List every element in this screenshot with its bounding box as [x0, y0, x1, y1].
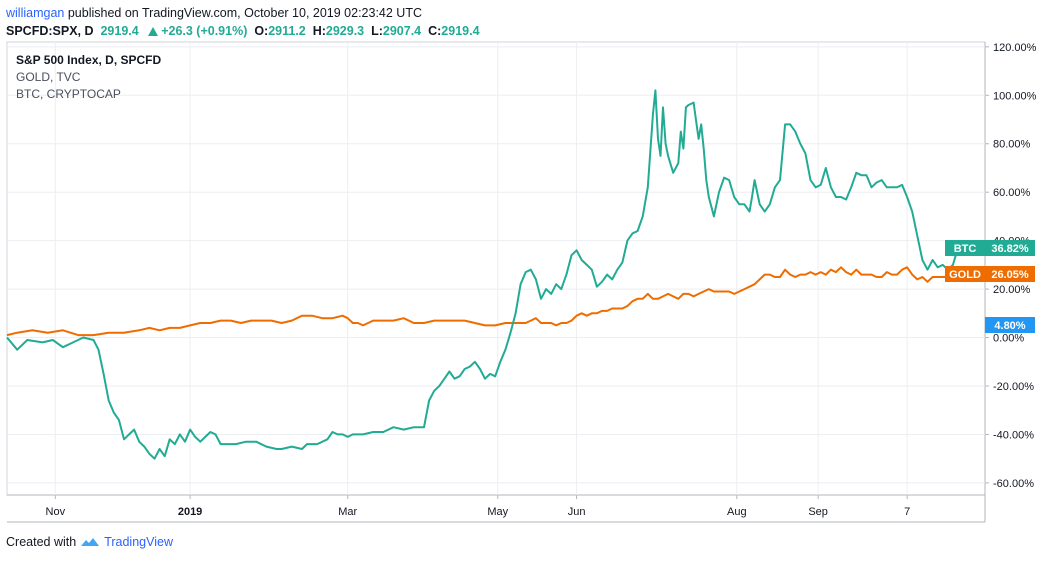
last-price: 2919.4 [100, 24, 139, 38]
close-value: 2919.4 [441, 24, 480, 38]
legend-gold-series[interactable]: GOLD, TVC [16, 70, 81, 84]
badge-name-bg [945, 240, 985, 256]
y-tick-label: -40.00% [993, 429, 1034, 441]
badge-value-bg [985, 240, 1035, 256]
high-label: H: [312, 24, 326, 38]
symbol-label: SPCFD:SPX, D [6, 24, 94, 38]
x-tick-label: Aug [727, 506, 747, 518]
y-tick-label: 0.00% [993, 333, 1024, 345]
y-tick-label: 100.00% [993, 90, 1037, 102]
last-value-badges: BTC 36.82% GOLD 26.05% 4.80% [945, 240, 1035, 333]
badge-value-bg [985, 266, 1035, 282]
x-tick-label: May [487, 506, 508, 518]
series-line-btc [6, 89, 959, 460]
y-tick-label: 120.00% [993, 42, 1037, 54]
badge-name-bg [945, 266, 985, 282]
badge-value: 36.82% [991, 243, 1029, 255]
series-line-gold [6, 266, 959, 337]
badge-value-bg [985, 317, 1035, 333]
x-tick-label: Jun [568, 506, 586, 518]
ohlc-bar: SPCFD:SPX, D 2919.4 +26.3 (+0.91%) O:291… [6, 22, 480, 40]
y-tick-label: -20.00% [993, 381, 1034, 393]
y-tick-label: 80.00% [993, 139, 1031, 151]
footer: Created with TradingView [6, 535, 173, 549]
tradingview-link[interactable]: TradingView [104, 535, 173, 549]
badge-name: GOLD [949, 269, 981, 281]
high-value: 2929.3 [325, 24, 365, 38]
open-label: O: [254, 24, 269, 38]
y-tick-label: 60.00% [993, 187, 1031, 199]
tradingview-logo-icon [81, 538, 100, 546]
x-tick-label: 7 [904, 506, 910, 518]
publish-info: williamgan published on TradingView.com,… [6, 4, 422, 22]
author-link[interactable]: williamgan [6, 6, 65, 20]
badge-value: 26.05% [991, 269, 1029, 281]
series-layer [6, 89, 959, 460]
low-label: L: [371, 24, 383, 38]
close-label: C: [428, 24, 442, 38]
publish-text: published on TradingView.com, October 10… [67, 6, 423, 20]
y-axis: 120.00%100.00%80.00%60.00%40.00%20.00%0.… [985, 42, 1037, 490]
y-tick-label: 20.00% [993, 284, 1031, 296]
badge-gold: GOLD 26.05% [945, 266, 1035, 282]
created-with-text: Created with [6, 535, 77, 549]
x-tick-label: Nov [46, 506, 66, 518]
low-value: 2907.4 [382, 24, 422, 38]
open-value: 2911.2 [268, 24, 306, 38]
y-tick-label: -60.00% [993, 478, 1034, 490]
badge-btc: BTC 36.82% [945, 240, 1035, 256]
legend-main-series[interactable]: S&P 500 Index, D, SPCFD [16, 53, 162, 67]
x-tick-label: Mar [338, 506, 357, 518]
chart-grid [6, 41, 986, 523]
price-change: +26.3 (+0.91%) [161, 24, 248, 38]
x-axis: Nov 2019 Mar May Jun Aug Sep 7 [46, 495, 910, 518]
badge-s-p-500: 4.80% [985, 317, 1035, 333]
badge-value: 4.80% [994, 320, 1025, 332]
badge-name: BTC [954, 243, 977, 255]
series-legend: S&P 500 Index, D, SPCFD GOLD, TVC BTC, C… [16, 52, 161, 103]
legend-btc-series[interactable]: BTC, CRYPTOCAP [16, 87, 121, 101]
x-tick-label: Sep [808, 506, 828, 518]
x-tick-label: 2019 [178, 506, 202, 518]
up-triangle-icon [148, 27, 159, 36]
